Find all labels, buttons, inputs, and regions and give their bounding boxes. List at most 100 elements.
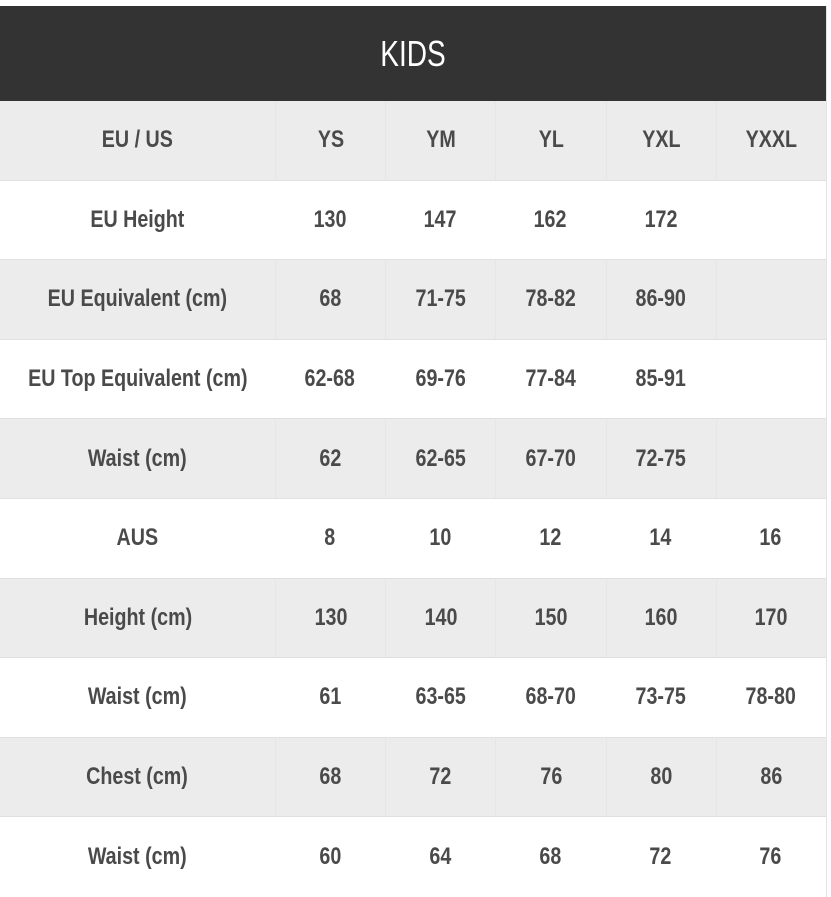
value-cell: 72	[606, 817, 716, 897]
cell-value: 85-91	[635, 365, 686, 393]
chart-title: KIDS	[380, 32, 446, 74]
value-cell: 73-75	[606, 658, 716, 737]
header-size: YXXL	[745, 126, 798, 154]
cell-value: 77-84	[525, 365, 576, 393]
value-cell: 67-70	[495, 419, 605, 498]
chart-title-bar: KIDS	[0, 6, 826, 101]
table-row: EU Equivalent (cm) 68 71-75 78-82 86-90	[0, 260, 826, 340]
cell-value: 16	[759, 524, 782, 552]
size-table: EU / US YS YM YL YXL YXXL EU Height 130 …	[0, 101, 826, 897]
table-row: EU Top Equivalent (cm) 62-68 69-76 77-84…	[0, 339, 826, 420]
kids-size-chart: KIDS EU / US YS YM YL YXL YXXL EU Height…	[0, 6, 827, 897]
cell-value: 72	[649, 843, 672, 871]
cell-value: 63-65	[415, 683, 466, 711]
cell-value: 140	[424, 603, 458, 631]
value-cell: 64	[385, 817, 495, 897]
value-cell: 162	[495, 181, 605, 260]
cell-value: 62-68	[304, 365, 356, 393]
value-cell: 140	[385, 578, 495, 658]
cell-value: 12	[539, 524, 562, 552]
row-label: AUS	[116, 524, 159, 552]
row-label: EU Top Equivalent (cm)	[27, 365, 248, 393]
cell-value: 78-80	[745, 683, 797, 711]
header-cell-yxl: YXL	[605, 101, 716, 180]
value-cell: 68-70	[495, 658, 605, 737]
value-cell: 16	[716, 499, 826, 578]
table-row: Chest (cm) 68 72 76 80 86	[0, 737, 826, 818]
row-label-cell: Waist (cm)	[0, 419, 275, 498]
cell-value: 68-70	[525, 683, 576, 711]
row-label: Waist (cm)	[88, 444, 187, 472]
cell-value: 64	[429, 843, 452, 871]
cell-value: 8	[324, 524, 336, 552]
cell-value: 68	[539, 843, 562, 871]
value-cell: 63-65	[385, 658, 495, 737]
value-cell: 78-82	[495, 260, 605, 339]
cell-value: 76	[540, 763, 562, 791]
cell-value: 68	[319, 763, 342, 791]
value-cell: 68	[275, 737, 385, 817]
value-cell: 85-91	[606, 340, 716, 419]
value-cell: 62	[275, 419, 385, 498]
header-cell-label: EU / US	[0, 101, 275, 180]
value-cell: 80	[605, 737, 716, 817]
header-size: YXL	[642, 126, 681, 154]
value-cell: 10	[385, 499, 495, 578]
cell-value: 72-75	[635, 444, 687, 472]
value-cell: 172	[606, 181, 716, 260]
header-size: YS	[317, 126, 344, 154]
cell-value: 67-70	[525, 444, 577, 472]
cell-value: 172	[644, 205, 678, 233]
row-label: EU Equivalent (cm)	[47, 285, 228, 313]
cell-value: 76	[759, 843, 782, 871]
cell-value: 14	[649, 524, 672, 552]
row-label: Chest (cm)	[86, 763, 189, 791]
cell-value: 62-65	[415, 444, 466, 472]
cell-value: 80	[650, 763, 673, 791]
cell-value: 10	[429, 524, 452, 552]
table-row: EU Height 130 147 162 172	[0, 180, 826, 261]
row-label-cell: Chest (cm)	[0, 738, 275, 817]
value-cell: 130	[275, 181, 385, 260]
row-label-cell: EU Equivalent (cm)	[0, 260, 275, 339]
cell-value: 162	[534, 205, 567, 233]
value-cell: 14	[606, 499, 716, 578]
header-cell-yl: YL	[495, 101, 605, 180]
cell-value: 78-82	[525, 285, 577, 313]
cell-value: 86-90	[635, 285, 687, 313]
value-cell: 76	[495, 737, 605, 817]
row-label: EU Height	[90, 205, 185, 233]
value-cell	[716, 181, 826, 260]
row-label: Height (cm)	[83, 603, 192, 631]
value-cell: 77-84	[495, 340, 605, 419]
value-cell	[715, 419, 826, 498]
row-label-cell: EU Height	[0, 181, 275, 260]
value-cell: 130	[275, 578, 385, 658]
row-label: Waist (cm)	[88, 683, 187, 711]
value-cell: 60	[275, 817, 385, 897]
table-row: Height (cm) 130 140 150 160 170	[0, 578, 826, 659]
cell-value: 61	[319, 683, 342, 711]
row-label-cell: Waist (cm)	[0, 817, 275, 897]
cell-value: 60	[319, 843, 342, 871]
value-cell: 86-90	[605, 260, 716, 339]
header-size: YM	[426, 126, 456, 154]
header-cell-ys: YS	[275, 101, 385, 180]
row-label-cell: Height (cm)	[0, 579, 275, 658]
table-row: Waist (cm) 60 64 68 72 76	[0, 817, 826, 897]
value-cell: 8	[275, 499, 385, 578]
row-label-cell: Waist (cm)	[0, 658, 275, 737]
value-cell: 68	[495, 817, 605, 897]
table-row: AUS 8 10 12 14 16	[0, 498, 826, 579]
table-row: Waist (cm) 62 62-65 67-70 72-75	[0, 419, 826, 499]
cell-value: 160	[644, 603, 678, 631]
cell-value: 72	[429, 763, 452, 791]
cell-value: 130	[314, 603, 348, 631]
cell-value: 86	[760, 763, 783, 791]
value-cell: 71-75	[385, 260, 495, 339]
value-cell: 86	[715, 737, 826, 817]
value-cell: 62-65	[385, 419, 495, 498]
value-cell: 68	[275, 260, 385, 339]
cell-value: 68	[319, 285, 342, 313]
value-cell: 150	[495, 578, 605, 658]
